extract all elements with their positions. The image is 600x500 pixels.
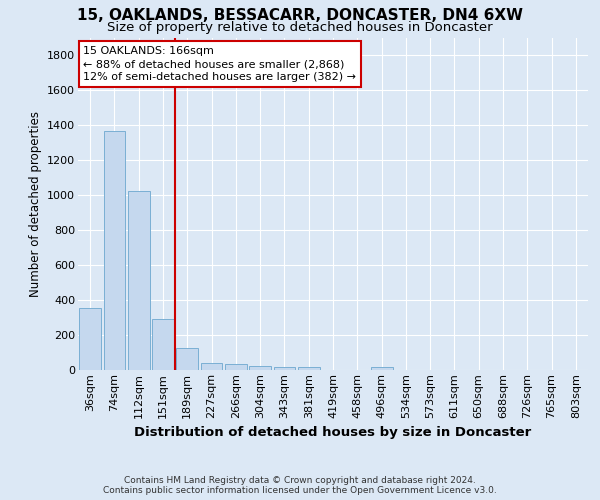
Bar	[225, 364, 247, 370]
Y-axis label: Number of detached properties: Number of detached properties	[29, 111, 41, 296]
Bar	[200, 362, 223, 370]
Bar	[371, 366, 392, 370]
X-axis label: Distribution of detached houses by size in Doncaster: Distribution of detached houses by size …	[134, 426, 532, 439]
Text: Contains HM Land Registry data © Crown copyright and database right 2024.
Contai: Contains HM Land Registry data © Crown c…	[103, 476, 497, 495]
Bar	[249, 366, 271, 370]
Bar	[274, 366, 295, 370]
Text: Size of property relative to detached houses in Doncaster: Size of property relative to detached ho…	[107, 21, 493, 34]
Bar	[79, 308, 101, 370]
Bar	[104, 131, 125, 370]
Bar	[128, 190, 149, 370]
Bar	[298, 368, 320, 370]
Bar	[176, 348, 198, 370]
Bar	[152, 320, 174, 370]
Text: 15 OAKLANDS: 166sqm
← 88% of detached houses are smaller (2,868)
12% of semi-det: 15 OAKLANDS: 166sqm ← 88% of detached ho…	[83, 46, 356, 82]
Text: 15, OAKLANDS, BESSACARR, DONCASTER, DN4 6XW: 15, OAKLANDS, BESSACARR, DONCASTER, DN4 …	[77, 8, 523, 22]
